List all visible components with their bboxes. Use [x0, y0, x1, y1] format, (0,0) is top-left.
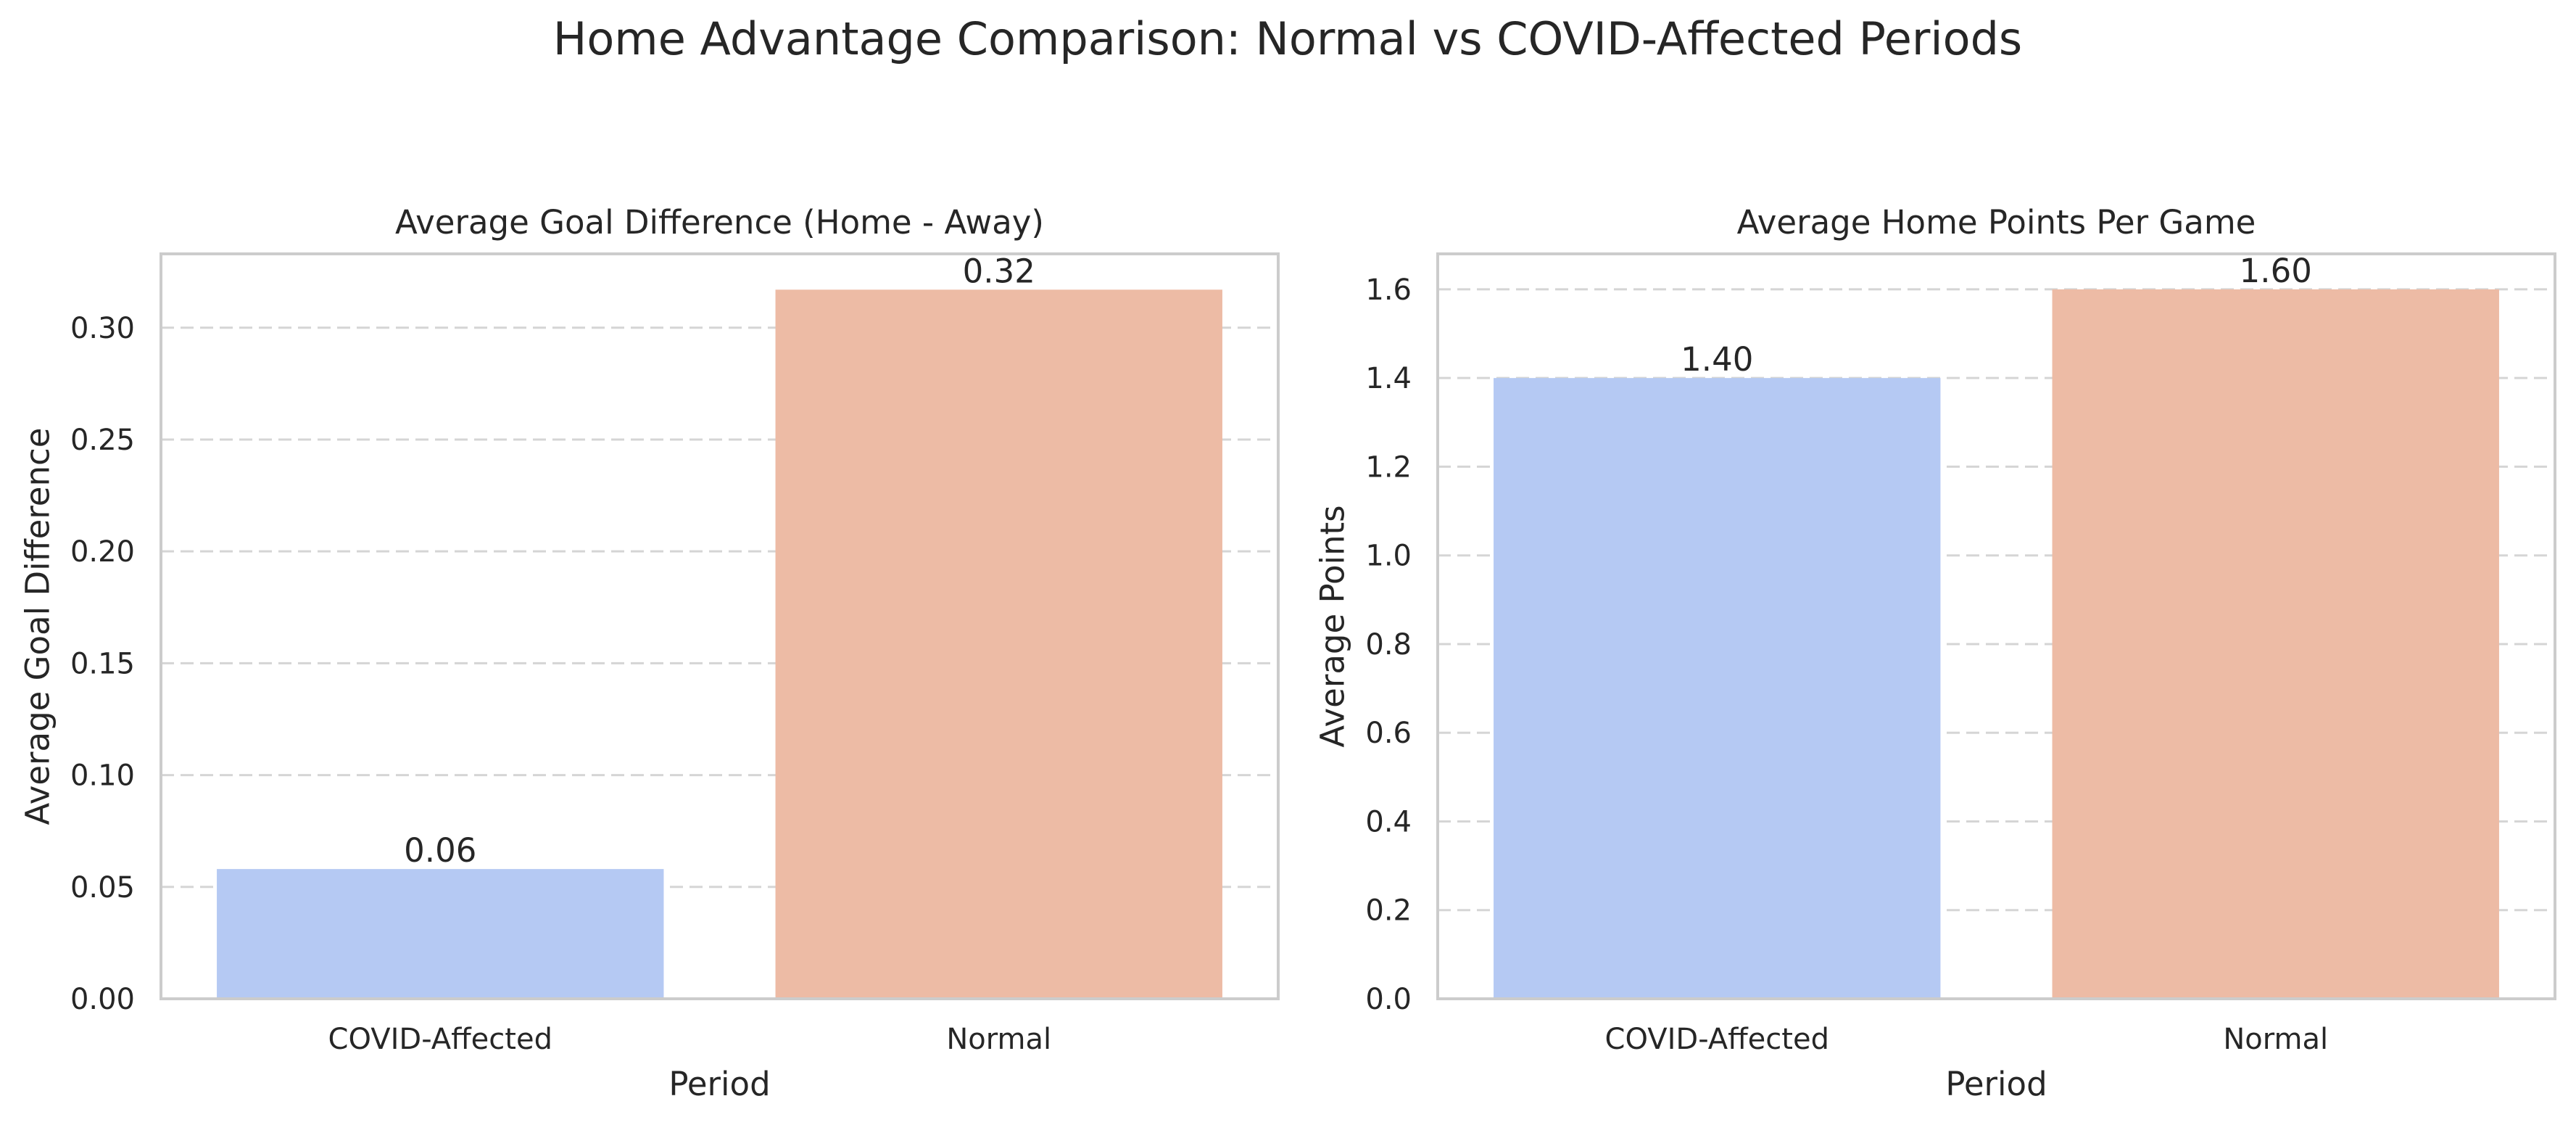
y-tick-label: 0.00	[70, 983, 135, 1016]
y-tick-label: 0.15	[70, 647, 135, 680]
y-tick-label: 0.6	[1365, 717, 1412, 750]
x-tick-label: COVID-Affected	[1605, 1023, 1829, 1056]
bar-covid-affected	[1494, 378, 1941, 999]
plot-frame	[1436, 252, 2556, 1000]
bar-value-label: 0.32	[963, 252, 1035, 290]
y-tick-label: 1.0	[1365, 540, 1412, 573]
y-tick-label: 0.10	[70, 759, 135, 793]
chart-panels: 0.00 0.05 0.10 0.15 0.20 0.25 0.30 0.06 COVID-Af…	[19, 203, 2556, 1103]
bar-normal	[2052, 289, 2499, 999]
x-axis-label: Period	[1945, 1065, 2047, 1103]
y-tick-label: 0.25	[70, 424, 135, 457]
chart-panel-2: 0.0 0.2 0.4 0.6 0.8 1.0 1.2 1.4 1.6 1.40 COVID-Aff…	[1314, 203, 2556, 1103]
bar-covid-affected	[217, 869, 664, 999]
y-tick-label: 1.6	[1365, 273, 1412, 307]
panel-title: Average Home Points Per Game	[1737, 203, 2256, 242]
chart-panel-1: 0.00 0.05 0.10 0.15 0.20 0.25 0.30 0.06 COVID-Af…	[19, 203, 1280, 1103]
x-axis-label: Period	[668, 1065, 770, 1103]
x-tick-label: Normal	[2223, 1023, 2328, 1056]
y-tick-label: 0.20	[70, 535, 135, 569]
bar-normal	[775, 289, 1222, 999]
y-tick-label: 1.4	[1365, 362, 1412, 395]
y-tick-label: 1.2	[1365, 450, 1412, 484]
y-tick-label: 0.0	[1365, 983, 1412, 1016]
plot-frame	[160, 252, 1280, 1000]
y-tick-label: 0.8	[1365, 628, 1412, 662]
y-tick-label: 0.30	[70, 312, 135, 345]
bar-value-label: 0.06	[404, 831, 476, 870]
y-tick-label: 0.05	[70, 871, 135, 904]
y-tick-label: 0.4	[1365, 805, 1412, 838]
y-tick-label: 0.2	[1365, 894, 1412, 928]
figure-suptitle: Home Advantage Comparison: Normal vs COV…	[553, 12, 2022, 65]
bar-value-label: 1.40	[1681, 340, 1753, 379]
y-axis-label: Average Points	[1314, 505, 1352, 747]
panel-title: Average Goal Difference (Home - Away)	[395, 203, 1044, 242]
x-tick-label: COVID-Affected	[328, 1023, 552, 1056]
x-tick-label: Normal	[946, 1023, 1051, 1056]
y-axis-label: Average Goal Difference	[19, 428, 57, 825]
bar-value-label: 1.60	[2240, 252, 2312, 290]
